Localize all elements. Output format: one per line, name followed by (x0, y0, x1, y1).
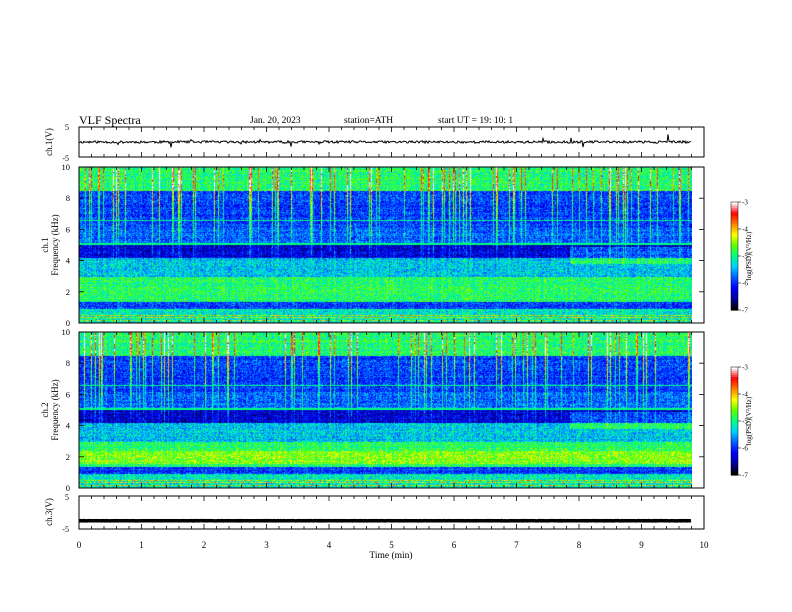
start-time-label: start UT = 19: 10: 1 (438, 116, 513, 126)
station-label: station=ATH (344, 116, 393, 126)
ch1-ylabel: ch.1(V) (44, 128, 54, 156)
colorbar-label: log(PSD)(V²/Hz) (745, 396, 753, 445)
frequency-tick-label: 10 (62, 327, 71, 337)
date-label: Jan. 20, 2023 (250, 116, 301, 126)
x-tick-label: 8 (577, 540, 582, 550)
ch3-ylabel: ch.3(V) (44, 498, 54, 526)
frequency-tick-label: 0 (66, 483, 70, 493)
ch1-ytick-bottom: -5 (62, 154, 69, 163)
x-tick-label: 2 (202, 540, 207, 550)
x-tick-label: 4 (327, 540, 332, 550)
colorbar-tick-label: -6 (742, 280, 748, 288)
time-axis: 0 1 2 3 4 5 6 7 8 9 10 (77, 127, 709, 550)
colorbar-tick-label: -6 (742, 445, 748, 453)
colorbar-tick-label: -7 (742, 307, 748, 315)
x-tick-label: 9 (639, 540, 644, 550)
x-tick-label: 3 (264, 540, 269, 550)
ch3-waveform-panel: 5 -5 ch.3(V) (44, 493, 705, 534)
colorbar-tick-label: -3 (742, 364, 748, 372)
ch3-ytick-bottom: -5 (62, 525, 69, 534)
frequency-tick-label: 8 (66, 358, 70, 368)
x-tick-label: 7 (514, 540, 519, 550)
x-tick-label: 5 (389, 540, 394, 550)
ch1-ytick-top: 5 (65, 123, 69, 132)
frequency-tick-label: 8 (66, 193, 70, 203)
frequency-tick-label: 4 (66, 421, 71, 431)
figure-title: VLF Spectra (79, 113, 141, 127)
frequency-tick-label: 6 (66, 224, 70, 234)
colorbar-tick-label: -4 (742, 391, 748, 399)
colorbar-tick-label: -5 (742, 253, 748, 261)
x-tick-label: 10 (700, 540, 710, 550)
ch1-waveform-line (78, 134, 692, 148)
ch2-spectrogram-image (79, 332, 692, 488)
ch1-spectrogram-ylabel-frequency: Frequency (kHz) (50, 214, 60, 275)
x-tick-label: 6 (452, 540, 457, 550)
frequency-tick-label: 2 (66, 287, 70, 297)
colorbar-tick-label: -5 (742, 418, 748, 426)
colorbar-tick-label: -3 (742, 199, 748, 207)
ch2-spectrogram-ylabel-channel: ch.2 (40, 402, 50, 417)
ch1-colorbar: -3 -4 -5 -6 -7 log(PSD)(V²/Hz) (730, 199, 753, 315)
ch1-waveform-panel: 5 -5 ch.1(V) (44, 123, 705, 163)
x-tick-label: 1 (139, 540, 144, 550)
ch2-spectrogram-panel: 0 2 4 6 8 10 ch.2 Frequency (kHz) -3 -4 -5 -6 -7 l… (40, 327, 753, 493)
x-tick-label: 0 (77, 540, 82, 550)
colorbar-tick-label: -4 (742, 226, 748, 234)
frequency-tick-label: 10 (62, 162, 71, 172)
ch1-spectrogram-panel: 0 2 4 6 8 10 ch.1 Frequency (kHz) -3 -4 -5 -6 -7 l… (40, 162, 753, 328)
frequency-tick-label: 0 (66, 318, 70, 328)
ch3-ytick-top: 5 (65, 493, 69, 502)
frequency-tick-label: 6 (66, 389, 70, 399)
ch2-spectrogram-ylabel-frequency: Frequency (kHz) (50, 379, 60, 440)
colorbar-tick-label: -7 (742, 472, 748, 480)
frequency-tick-label: 2 (66, 452, 70, 462)
ch1-spectrogram-image (79, 167, 692, 323)
frequency-tick-label: 4 (66, 256, 71, 266)
ch1-spectrogram-ylabel-channel: ch.1 (40, 237, 50, 252)
x-axis-label: Time (min) (369, 550, 412, 561)
colorbar-label: log(PSD)(V²/Hz) (745, 231, 753, 280)
ch2-colorbar: -3 -4 -5 -6 -7 log(PSD)(V²/Hz) (730, 364, 753, 480)
